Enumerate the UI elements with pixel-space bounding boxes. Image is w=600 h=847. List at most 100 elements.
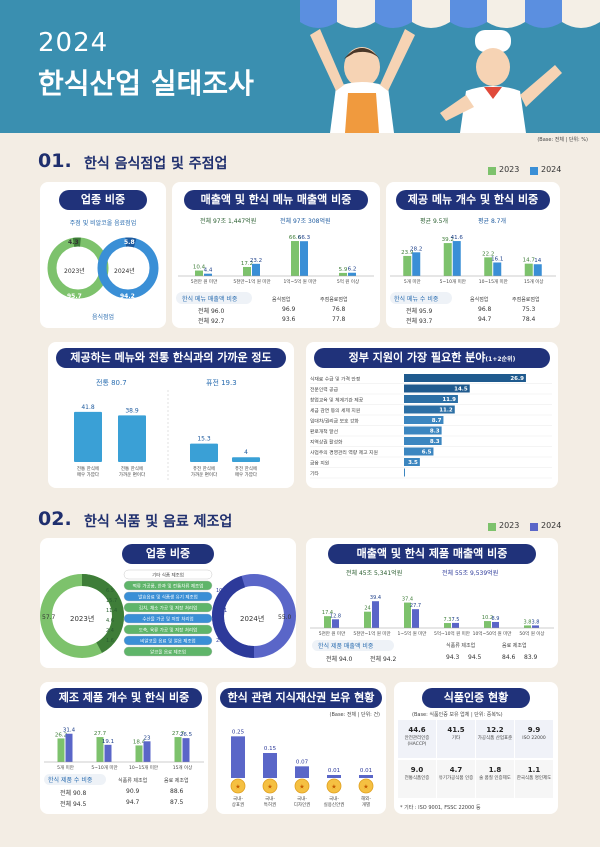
bar-label-2023-0: 23.9 bbox=[401, 250, 414, 256]
products-bar-chart: 26.2 27.7 18.4 27.7 31.4 19.1 23 26.5 5개 미만 5~10개… bbox=[44, 728, 204, 771]
mfg-sales-sub1-2023: 94.3 bbox=[446, 654, 460, 661]
products-sub2-2023: 88.6 bbox=[170, 788, 184, 795]
mfg-industry-title: 업종 비중 bbox=[122, 544, 214, 564]
legend2-2023-swatch bbox=[488, 523, 496, 531]
medal-icon-0 bbox=[230, 778, 246, 794]
mfg-legend-pill-7 bbox=[123, 646, 213, 657]
mfg-2024-label: 2024년 bbox=[240, 615, 265, 623]
ip-cat-3-a: 국내- bbox=[329, 795, 339, 802]
section1-title: 한식 음식점업 및 주점업 bbox=[84, 156, 228, 172]
sales-bar-chart: 10.4 17.2 66.6 5.9 4.4 23.2 66.3 6.2 5천만 원 미만 5천만… bbox=[178, 235, 374, 285]
bar-2023-1 bbox=[443, 243, 452, 276]
bar-label-2023-2: 37.4 bbox=[402, 597, 413, 603]
ind-bottom-label: 음식점업 bbox=[91, 314, 115, 321]
cert-label: 기타 bbox=[451, 736, 461, 741]
bar-label-2023-3: 7.3 bbox=[444, 617, 452, 623]
bar-label-2023-0: 26.2 bbox=[55, 732, 67, 738]
bar-2024-0 bbox=[204, 273, 212, 276]
ip-card: 한식 관련 지식재산권 보유 현황 (Base: 전체 | 단위: 건) 0.2… bbox=[216, 682, 386, 814]
products-title: 제조 제품 개수 및 한식 비중 bbox=[46, 688, 202, 708]
support-title-pill: 정부 지원이 가장 필요한 분야(1+2순위) bbox=[314, 348, 550, 368]
bar-label-2023-1: 39.2 bbox=[442, 237, 454, 243]
legend-2023-label: 2023 bbox=[499, 165, 520, 174]
bar-label-2024-1: 19.1 bbox=[102, 739, 114, 745]
support-cat-5: 판로개척 알선 bbox=[310, 428, 338, 435]
ind2024-big: 94.2 bbox=[120, 293, 135, 300]
bar-label-2024-1: 23.2 bbox=[250, 258, 262, 264]
bar-label-2024-4: 8.9 bbox=[492, 616, 500, 622]
closeness-left-header: 전통 80.7 bbox=[96, 379, 127, 387]
bar-label-2024-5: 3.8 bbox=[532, 619, 540, 625]
cert-item: 12.2 가공식품 산업표준 bbox=[476, 720, 514, 758]
medal-icon-1 bbox=[262, 778, 278, 794]
bar-2024-3 bbox=[533, 264, 542, 276]
bar-label-2024-0: 31.4 bbox=[63, 728, 76, 734]
products-share-2023: 전체 90.8 bbox=[60, 790, 87, 797]
sales-share-label: 한식 메뉴 매출액 비중 bbox=[182, 296, 238, 303]
support-bar-0 bbox=[404, 374, 526, 382]
bar-2023-0 bbox=[324, 616, 331, 628]
mfg-sales-title: 매출액 및 한식 제품 매출액 비중 bbox=[328, 544, 536, 564]
bar-2023-1 bbox=[243, 266, 251, 276]
support-bar-6 bbox=[404, 437, 442, 445]
bar-2024-1 bbox=[104, 744, 112, 762]
ip-value-1: 0.15 bbox=[264, 746, 277, 752]
tick-label-0: 5개 미만 bbox=[57, 764, 74, 771]
mfg-legend-pill-6 bbox=[123, 635, 213, 646]
bar-2024-3 bbox=[452, 622, 459, 628]
bar-2024-1 bbox=[372, 601, 379, 628]
mfg-right-val-0: 10.3 bbox=[216, 588, 227, 594]
legend-2023-swatch bbox=[488, 167, 496, 175]
bar-label-2023-5: 3.8 bbox=[524, 619, 532, 625]
menu-share-label: 한식 메뉴 수 비중 bbox=[394, 296, 439, 303]
bar-label-2023-1: 24 bbox=[364, 606, 370, 612]
products-share-label-bg bbox=[44, 774, 106, 785]
closeness-cat-3-a: 퓨전 한식에 bbox=[235, 465, 257, 472]
bar-2024-3 bbox=[182, 738, 190, 762]
tick-label-3: 5억 원 이상 bbox=[337, 278, 359, 285]
ip-cat-3-b: 실용신안권 bbox=[324, 801, 345, 808]
menu-card: 제공 메뉴 개수 및 한식 비중 평균 9.5개 평균 8.7개 23.9 39.… bbox=[386, 182, 560, 328]
cert-item: 41.5 기타 bbox=[437, 720, 475, 758]
products-card: 제조 제품 개수 및 한식 비중 26.2 27.7 18.4 27.7 31.4 19.… bbox=[40, 682, 208, 814]
support-bar-1 bbox=[404, 384, 470, 393]
mfg-sales-share-2023: 전체 94.0 bbox=[326, 656, 353, 663]
ip-bar-4 bbox=[359, 775, 373, 778]
cert-item: 9.9 ISO 22000 bbox=[515, 720, 553, 758]
section2-number: 02. bbox=[38, 508, 72, 530]
sales-sub2-label: 주점음료점업 bbox=[320, 297, 348, 303]
mfg-legend-text-4: 수산물 가공 및 저장 처리업 bbox=[142, 615, 193, 622]
cert-value: 4.7 bbox=[449, 766, 463, 774]
bar-label-2024-2: 16.1 bbox=[491, 256, 503, 262]
cert-label: 가공식품 산업표준 bbox=[477, 736, 513, 741]
bar-label-2024-2: 23 bbox=[144, 735, 151, 741]
bar-2023-2 bbox=[135, 745, 143, 762]
bar-label-2023-2: 66.6 bbox=[289, 235, 302, 241]
sales-share-2024: 전체 92.7 bbox=[198, 318, 225, 325]
industry-share-title: 업종 비중 bbox=[59, 190, 147, 210]
mfg-right-val-5: 2.3 bbox=[216, 638, 224, 644]
products-share-2024: 전체 94.5 bbox=[60, 801, 87, 808]
ip-value-4: 0.01 bbox=[360, 768, 372, 774]
closeness-cat-0-b: 매우 가깝다 bbox=[77, 471, 100, 478]
section2-title: 한식 식품 및 음료 제조업 bbox=[84, 514, 233, 530]
medal-star-icon-3: ★ bbox=[331, 784, 336, 791]
mfg-legend-text-3: 김치, 채소 가공 및 저장 처리업 bbox=[139, 604, 197, 611]
menu-share-2024: 전체 93.7 bbox=[406, 318, 433, 325]
support-value-0: 26.9 bbox=[510, 376, 524, 382]
legend-2024-label: 2024 bbox=[541, 165, 562, 174]
ip-value-3: 0.01 bbox=[328, 768, 340, 774]
products-sub1-2023: 90.9 bbox=[126, 788, 140, 795]
bar-2024-1 bbox=[252, 263, 260, 276]
section1-number: 01. bbox=[38, 150, 72, 172]
cert-value: 1.8 bbox=[488, 766, 502, 774]
closeness-value-0: 41.8 bbox=[81, 404, 95, 411]
mfg-right-val-1: 14.4 bbox=[216, 598, 227, 604]
bar-2023-3 bbox=[524, 263, 533, 276]
bar-2023-1 bbox=[364, 611, 371, 628]
menu-share-2023: 전체 95.9 bbox=[406, 308, 433, 315]
tick-label-3: 15개 이상 bbox=[524, 278, 544, 285]
donut-2024 bbox=[97, 237, 159, 299]
bar-label-2024-3: 7.5 bbox=[452, 617, 460, 623]
